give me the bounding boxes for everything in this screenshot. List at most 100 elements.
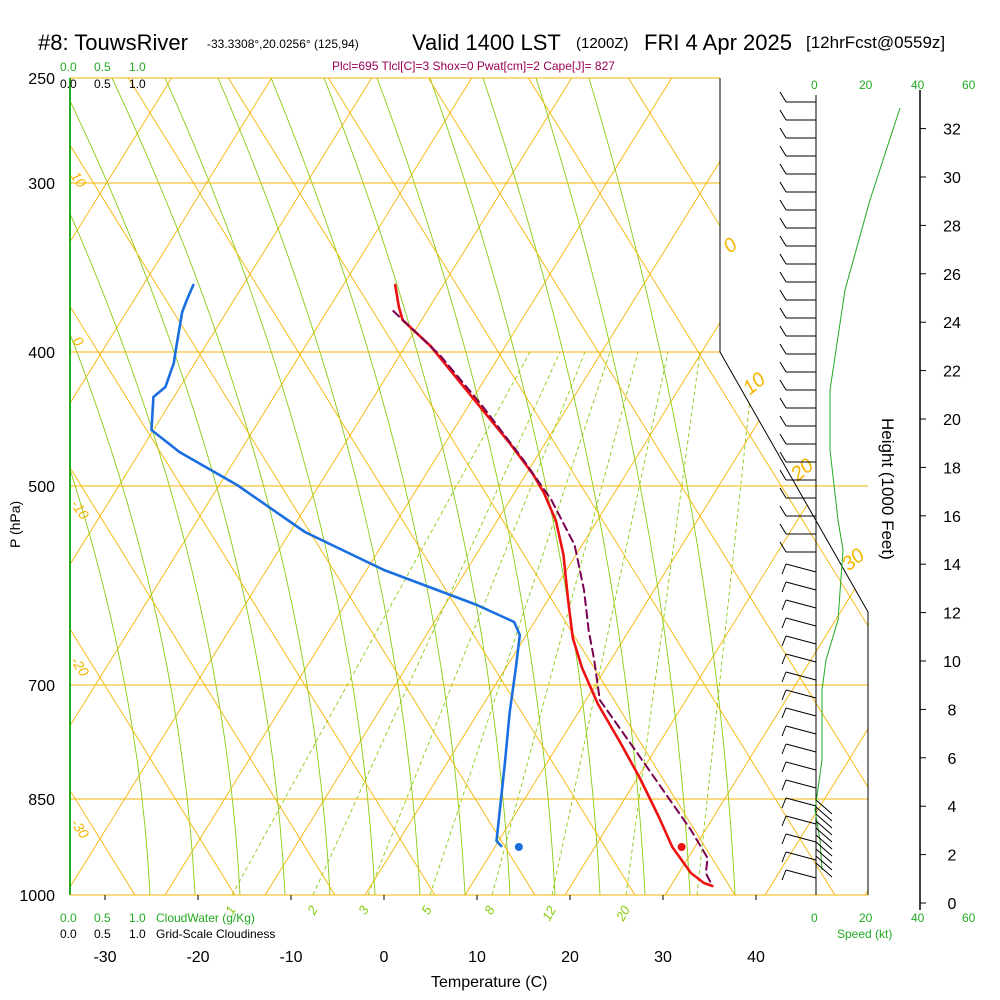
wind-barb — [785, 851, 817, 861]
height-tick-16: 16 — [943, 509, 961, 526]
cloud-top2-0: 0.0 — [60, 77, 77, 91]
wind-speed-profile — [814, 107, 901, 871]
title-station: #8: TouwsRiver — [38, 30, 188, 55]
mixing-ratio-lines — [70, 78, 756, 895]
mixing-ratio-line — [625, 351, 701, 895]
wind-barb-surface — [815, 820, 833, 836]
moist-adiabat-line — [482, 78, 646, 895]
mr-label-2: 2 — [304, 903, 321, 918]
adiabat-line — [980, 0, 1000, 1000]
wind-barb-flag — [779, 163, 787, 175]
cloud-bot-05: 0.5 — [94, 911, 111, 925]
pressure-tick-300: 300 — [28, 176, 55, 193]
pressure-axis: 250 300 400 500 700 850 1000 — [19, 71, 55, 905]
wind-barb — [785, 563, 817, 573]
height-tick-26: 26 — [943, 267, 961, 284]
x-tick-20: 20 — [561, 949, 579, 966]
adiabat-line — [279, 78, 868, 895]
wind-barb-flag — [779, 271, 787, 283]
adiabat-line — [479, 78, 868, 895]
wind-barb — [785, 815, 817, 825]
wind-barb-flag — [779, 253, 787, 265]
adiabat-line — [579, 78, 868, 895]
isotherm-label-r0: 0 — [719, 234, 742, 258]
mixing-ratio-labels: 1 2 3 5 8 12 20 — [222, 903, 633, 925]
wind-barb-flag — [781, 707, 787, 719]
moist-adiabat-line — [323, 78, 511, 895]
cloud-top-0: 0.0 — [60, 60, 77, 74]
height-tick-20: 20 — [943, 412, 961, 429]
title-date: FRI 4 Apr 2025 — [644, 30, 792, 55]
speed-top-60: 60 — [962, 78, 976, 92]
wind-barb-surface — [815, 834, 833, 850]
adiabat-line — [379, 78, 868, 895]
isotherm-line — [70, 78, 521, 895]
wind-barb-flag — [779, 415, 787, 427]
wind-barb-flag — [779, 91, 787, 103]
isotherm-line — [0, 0, 20, 1000]
moist-adiabat-line — [588, 78, 736, 895]
speed-top-40: 40 — [911, 78, 925, 92]
height-tick-12: 12 — [943, 606, 961, 623]
wind-barb-flag — [781, 725, 787, 737]
height-tick-4: 4 — [948, 799, 957, 816]
mr-label-3: 3 — [355, 903, 372, 917]
wind-barb-flag — [779, 397, 787, 409]
height-tick-8: 8 — [948, 702, 957, 719]
speed-top-20: 20 — [859, 78, 873, 92]
temperature-line — [393, 283, 714, 888]
mr-label-8: 8 — [481, 903, 498, 917]
adiabat-line — [880, 0, 1000, 1000]
x-tick-0: 0 — [380, 949, 389, 966]
wind-barb-flag — [779, 307, 787, 319]
wind-barb-flag — [779, 379, 787, 391]
wind-barb-flag — [781, 653, 787, 665]
wind-barb — [785, 635, 817, 645]
isotherm-label-r10: 10 — [739, 368, 770, 399]
isotherm-label-r20: 20 — [786, 454, 818, 486]
speed-bot-40: 40 — [911, 911, 925, 925]
wind-barb — [785, 653, 817, 663]
wind-barb-surface — [815, 799, 833, 815]
isotherm-line — [199, 78, 821, 895]
wind-barb — [785, 671, 817, 681]
isotherm-line — [70, 78, 421, 895]
mixing-ratio-line — [696, 351, 756, 895]
adiabat-line — [70, 78, 101, 895]
isotherm-line — [70, 78, 221, 895]
parcel-line — [392, 310, 714, 887]
height-tick-28: 28 — [943, 218, 961, 235]
wind-barb-surface — [815, 827, 833, 843]
wind-barb-flag — [781, 815, 787, 827]
height-tick-14: 14 — [943, 557, 961, 574]
moist-adiabat-line — [70, 78, 151, 895]
plot-frame — [69, 78, 869, 896]
cloud-bot2-0: 0.0 — [60, 927, 77, 941]
isotherm-line — [799, 78, 868, 895]
wind-barb-flag — [781, 869, 787, 881]
speed-bot-60: 60 — [962, 911, 976, 925]
wind-barb — [785, 707, 817, 717]
wind-barb-flag — [781, 563, 787, 575]
temperature-axis-label: Temperature (C) — [431, 974, 547, 991]
cloud-bot2-1: 1.0 — [129, 927, 146, 941]
moist-adiabat-line — [535, 78, 691, 895]
adiabat-line — [70, 78, 501, 895]
pressure-tick-850: 850 — [28, 792, 55, 809]
height-tick-2: 2 — [948, 848, 957, 865]
cloud-top-1: 1.0 — [129, 60, 146, 74]
mr-label-5: 5 — [418, 903, 435, 917]
wind-barb — [785, 689, 817, 699]
wind-barb — [785, 761, 817, 771]
height-tick-32: 32 — [943, 122, 961, 139]
speed-top-0: 0 — [811, 78, 818, 92]
wind-barb-surface — [815, 848, 833, 864]
mixing-ratio-line — [551, 351, 669, 895]
temperature-axis: -30 -20 -10 0 10 20 30 40 — [93, 895, 765, 966]
dewpoint-line — [150, 283, 522, 848]
wind-barb-flag — [779, 289, 787, 301]
cloud-top2-05: 0.5 — [94, 77, 111, 91]
wind-barb-flag — [781, 581, 787, 593]
cloud-bot2-05: 0.5 — [94, 927, 111, 941]
